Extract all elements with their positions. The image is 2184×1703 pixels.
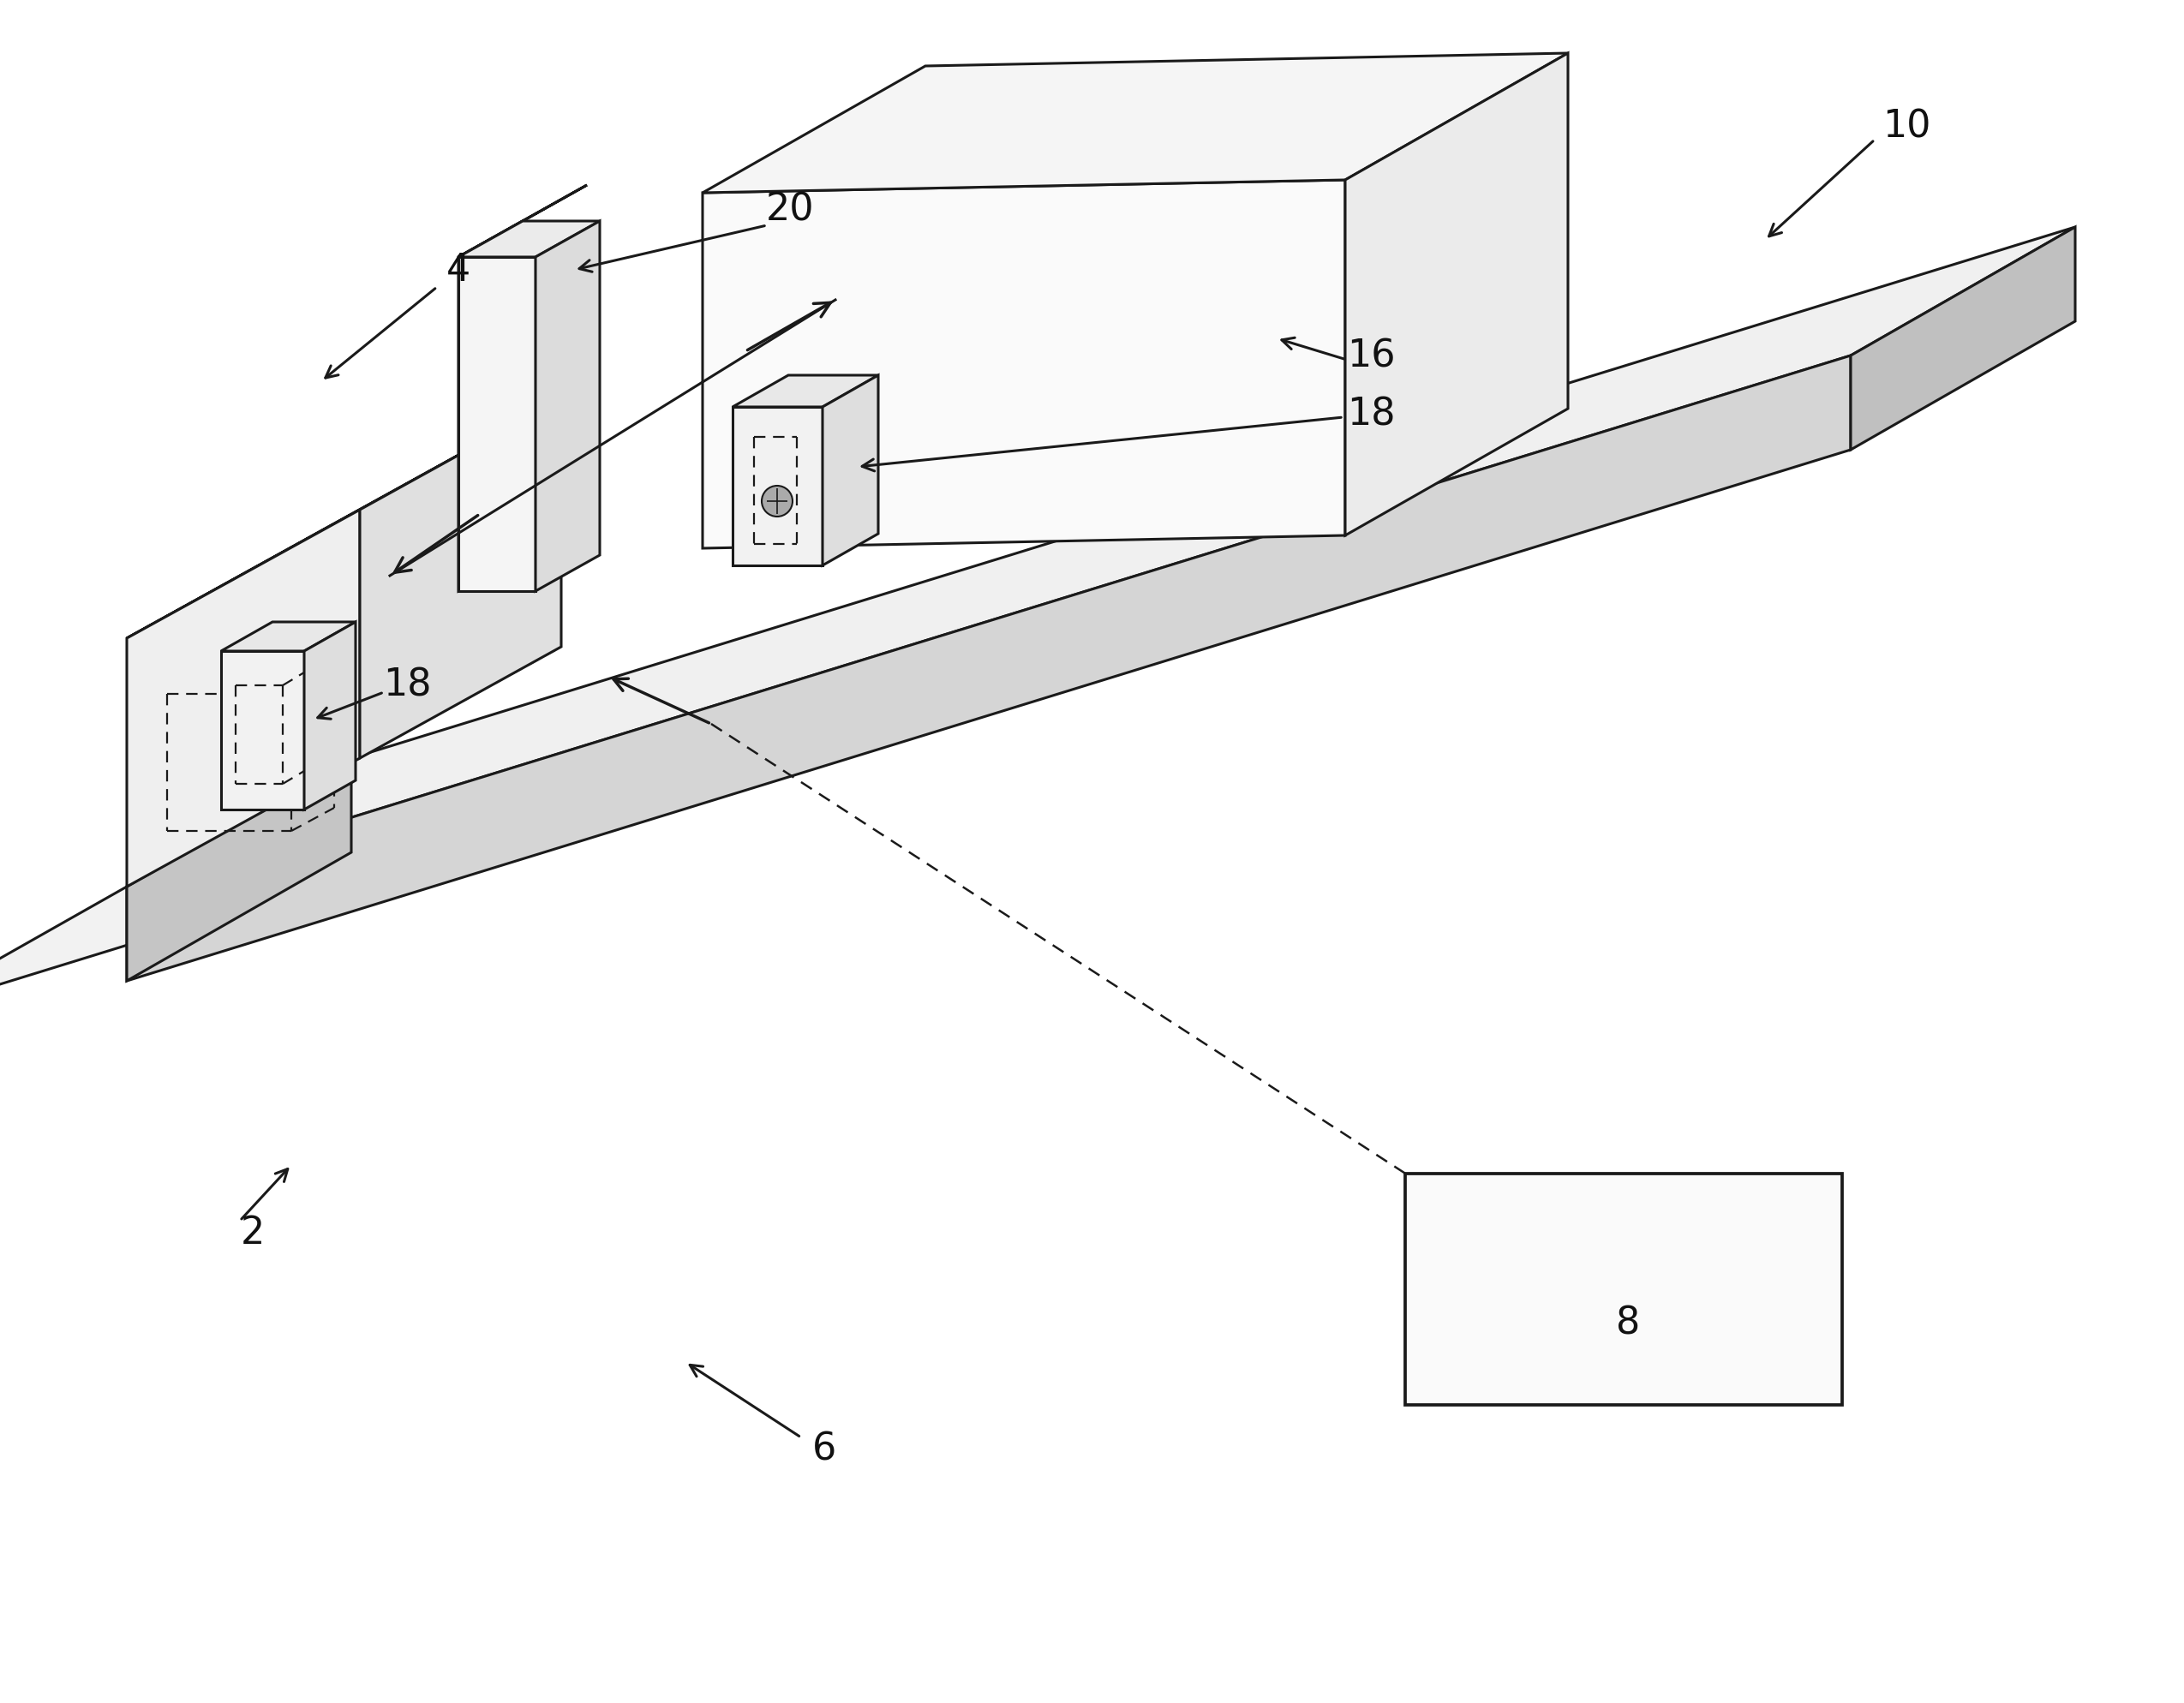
Circle shape (762, 485, 793, 516)
Polygon shape (127, 509, 360, 887)
Text: 18: 18 (1348, 397, 1396, 433)
Polygon shape (127, 399, 561, 639)
Polygon shape (459, 186, 587, 257)
Polygon shape (459, 221, 522, 591)
Polygon shape (732, 375, 878, 407)
Polygon shape (703, 53, 1568, 192)
Polygon shape (703, 181, 1345, 548)
Polygon shape (459, 221, 601, 257)
Polygon shape (1345, 53, 1568, 535)
Polygon shape (459, 257, 535, 591)
Polygon shape (823, 375, 878, 565)
Text: 6: 6 (812, 1431, 836, 1468)
Text: 4: 4 (446, 252, 470, 288)
Polygon shape (535, 221, 601, 591)
Polygon shape (1404, 1173, 1841, 1405)
Polygon shape (360, 399, 561, 758)
Text: 10: 10 (1883, 109, 1931, 145)
Text: 16: 16 (1348, 337, 1396, 375)
Polygon shape (221, 622, 356, 651)
Polygon shape (1850, 226, 2075, 450)
Text: 2: 2 (240, 1216, 264, 1252)
Polygon shape (0, 356, 1850, 1015)
Polygon shape (304, 622, 356, 809)
Text: 20: 20 (767, 191, 815, 228)
Text: 18: 18 (382, 668, 430, 703)
Polygon shape (127, 356, 1850, 981)
Polygon shape (127, 758, 352, 981)
Polygon shape (127, 226, 2075, 887)
Polygon shape (221, 651, 304, 809)
Polygon shape (732, 407, 823, 565)
Text: 8: 8 (1616, 1304, 1640, 1342)
